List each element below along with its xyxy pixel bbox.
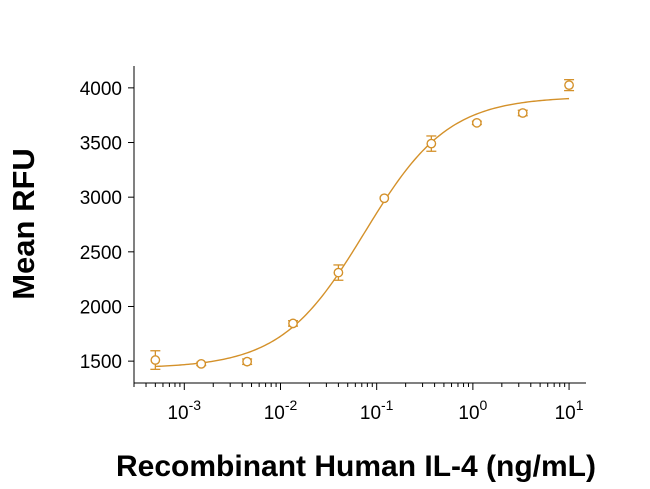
- y-ticks: 1500 2000 2500 3000 3500 4000: [80, 79, 134, 373]
- y-axis-title: Mean RFU: [6, 148, 41, 300]
- y-tick-label: 3000: [80, 188, 122, 209]
- y-tick-label: 1500: [80, 352, 122, 373]
- point-marker: [517, 108, 528, 118]
- x-axis-title: Recombinant Human IL-4 (ng/mL): [116, 450, 596, 483]
- x-tick-exponent: -1: [381, 397, 394, 413]
- x-tick-base: 10: [360, 403, 381, 424]
- x-ticks: 10-3 10-2 10-1 100 101: [133, 383, 584, 424]
- axes: [133, 66, 586, 384]
- x-tick-label: 100: [458, 397, 487, 424]
- x-tick-label: 10-2: [264, 397, 298, 424]
- data-point: [196, 358, 207, 369]
- x-tick-exponent: 1: [576, 397, 584, 413]
- point-marker: [426, 138, 437, 149]
- data-point: [471, 117, 482, 128]
- x-tick-label: 101: [555, 397, 584, 424]
- point-marker: [242, 356, 253, 367]
- x-tick-base: 10: [555, 403, 576, 424]
- y-tick-label: 2500: [80, 243, 122, 264]
- point-marker: [288, 318, 298, 329]
- x-tick-base: 10: [167, 403, 188, 424]
- x-tick-label: 10-3: [167, 397, 201, 424]
- data-point: [150, 350, 161, 370]
- data-points: [150, 79, 575, 370]
- x-tick-exponent: 0: [480, 397, 488, 413]
- fit-curve: [155, 97, 570, 368]
- x-tick-label: 10-1: [360, 397, 394, 424]
- point-marker: [196, 358, 207, 369]
- data-point: [564, 79, 575, 92]
- x-tick-exponent: -2: [285, 397, 298, 413]
- data-point: [333, 264, 344, 281]
- y-tick-label: 4000: [80, 79, 122, 100]
- point-marker: [333, 267, 344, 278]
- x-tick-base: 10: [264, 403, 285, 424]
- point-marker: [564, 80, 574, 91]
- data-point: [288, 318, 299, 329]
- data-point: [379, 193, 390, 204]
- point-marker: [379, 193, 390, 204]
- point-marker: [150, 355, 161, 365]
- data-point: [517, 108, 528, 118]
- x-tick-exponent: -3: [189, 397, 202, 413]
- y-tick-label: 2000: [80, 297, 122, 318]
- data-point: [426, 135, 437, 152]
- point-marker: [471, 117, 482, 128]
- data-point: [242, 356, 253, 367]
- x-tick-base: 10: [458, 403, 479, 424]
- y-tick-label: 3500: [80, 134, 122, 155]
